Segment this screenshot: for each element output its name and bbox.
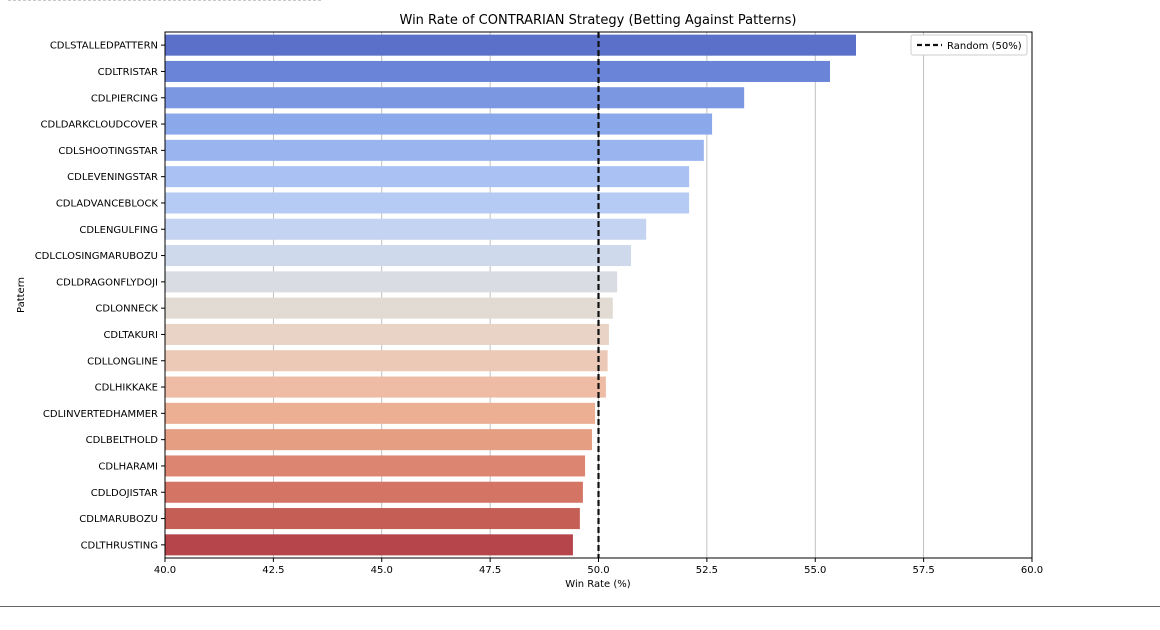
bar-cdleveningstar <box>165 166 690 188</box>
legend-label: Random (50%) <box>947 41 1022 52</box>
x-axis-label: Win Rate (%) <box>565 579 630 590</box>
x-tick-label: 52.5 <box>696 565 718 576</box>
bar-cdldarkcloudcover <box>165 113 713 135</box>
legend: Random (50%) <box>910 34 1028 56</box>
y-tick-label: CDLMARUBOZU <box>79 514 158 525</box>
bar-cdldojistar <box>165 481 583 503</box>
bar-cdlengulfing <box>165 218 647 240</box>
x-tick-label: 50.0 <box>587 565 609 576</box>
x-tick-label: 40.0 <box>154 565 176 576</box>
x-tick-label: 47.5 <box>479 565 501 576</box>
bar-cdlmarubozu <box>165 508 580 530</box>
bar-cdlstalledpattern <box>165 34 856 56</box>
y-axis-label: Pattern <box>16 277 27 313</box>
y-tick-label: CDLSTALLEDPATTERN <box>50 41 158 52</box>
bar-cdlharami <box>165 455 586 477</box>
y-tick-label: CDLLONGLINE <box>87 356 158 367</box>
y-tick-label: CDLSHOOTINGSTAR <box>58 146 158 157</box>
bar-cdltristar <box>165 60 830 82</box>
bar-cdldragonflydoji <box>165 271 618 293</box>
bar-cdlbelthold <box>165 429 592 451</box>
y-tick-label: CDLTAKURI <box>103 330 158 341</box>
y-tick-label: CDLCLOSINGMARUBOZU <box>35 251 158 262</box>
y-tick-label: CDLEVENINGSTAR <box>67 172 158 183</box>
y-tick-label: CDLTHRUSTING <box>81 540 158 551</box>
y-tick-label: CDLHIKKAKE <box>95 383 158 394</box>
bar-cdlclosingmarubozu <box>165 245 632 267</box>
y-tick-label: CDLINVERTEDHAMMER <box>43 409 158 420</box>
y-tick-label: CDLBELTHOLD <box>86 435 159 446</box>
y-tick-label: CDLADVANCEBLOCK <box>56 198 159 209</box>
bar-cdlinvertedhammer <box>165 402 596 424</box>
bar-cdlhikkake <box>165 376 606 398</box>
bar-cdlthrusting <box>165 534 573 556</box>
bar-cdladvanceblock <box>165 192 690 214</box>
chart-title: Win Rate of CONTRARIAN Strategy (Betting… <box>400 13 797 28</box>
y-tick-label: CDLTRISTAR <box>98 67 158 78</box>
bar-cdlpiercing <box>165 87 745 109</box>
y-tick-label: CDLDARKCLOUDCOVER <box>41 120 159 131</box>
y-tick-label: CDLENGULFING <box>79 225 158 236</box>
bar-cdllongline <box>165 350 608 372</box>
x-tick-label: 42.5 <box>262 565 284 576</box>
x-tick-label: 57.5 <box>912 565 934 576</box>
x-tick-label: 55.0 <box>804 565 826 576</box>
y-tick-label: CDLONNECK <box>95 304 158 315</box>
x-tick-label: 60.0 <box>1021 565 1043 576</box>
bar-cdltakuri <box>165 323 609 345</box>
x-tick-label: 45.0 <box>371 565 393 576</box>
bar-cdlshootingstar <box>165 139 704 161</box>
bar-cdlonneck <box>165 297 613 319</box>
y-tick-label: CDLPIERCING <box>91 93 158 104</box>
y-tick-label: CDLDOJISTAR <box>91 488 158 499</box>
y-tick-label: CDLDRAGONFLYDOJI <box>56 277 158 288</box>
y-tick-label: CDLHARAMI <box>98 461 158 472</box>
